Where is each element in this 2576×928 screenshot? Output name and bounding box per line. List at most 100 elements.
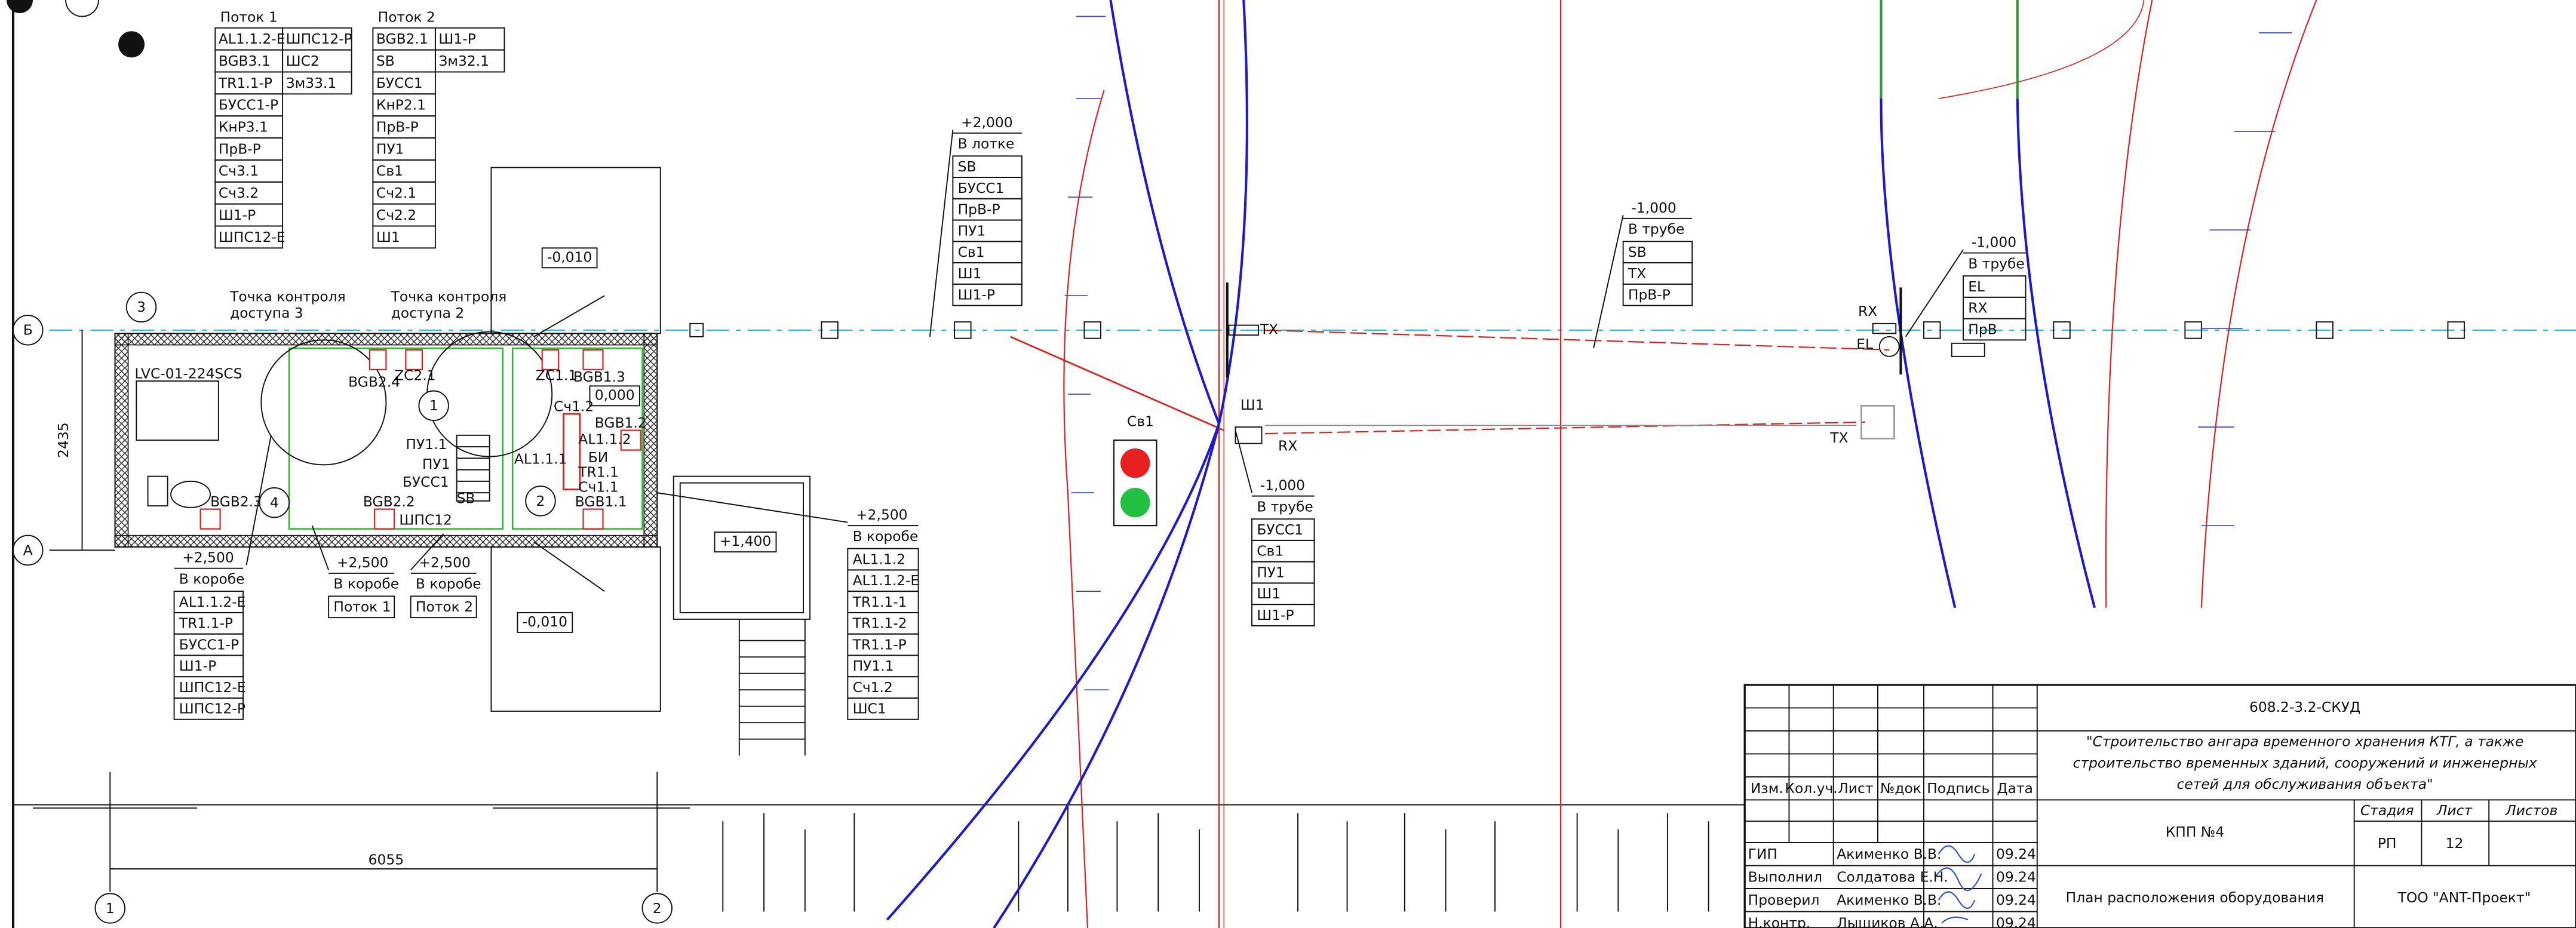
table-text: Ш1 [376, 229, 400, 245]
table-text: TR1.1-P [218, 75, 272, 91]
plan-label: ПУ1.1 [406, 436, 447, 453]
table-text: ШС2 [286, 53, 320, 69]
person: Акименко В.В. [1837, 892, 1941, 908]
person: Солдатова Е.Н. [1837, 869, 1948, 886]
level-label: -1,000 [1972, 234, 2016, 251]
person: Акименко В.В. [1837, 846, 1941, 862]
plan-label: BGB1.1 [575, 493, 627, 510]
table-text: AL1.1.2-E [219, 30, 285, 47]
marker-label: 4 [270, 494, 279, 511]
callout-item: БУСС1 [958, 180, 1005, 196]
level-label: +2,500 [337, 554, 388, 571]
callout-item: Сч1.2 [853, 679, 893, 696]
description: сетей для обслуживания объекта" [2177, 776, 2433, 792]
callout-note: В коробе [416, 576, 481, 592]
header: Подпись [1927, 780, 1989, 797]
callout-item: SB [1628, 244, 1647, 260]
callout-item: Ш1 [958, 265, 982, 282]
table-text: SB [376, 53, 395, 69]
wall [115, 536, 658, 547]
callout-note: В трубе [1968, 255, 2025, 272]
equipment-label: RX [1278, 438, 1297, 454]
callout-item: AL1.1.2-E [853, 572, 920, 589]
marker-label: 2 [536, 493, 545, 509]
stage-value: 12 [2446, 835, 2464, 852]
red-light [1120, 448, 1150, 478]
plan-label: BGB2.2 [363, 493, 415, 510]
header: Лист [1838, 780, 1873, 797]
role: Выполнил [1748, 869, 1822, 886]
callout-item: ПУ1 [1257, 564, 1285, 580]
callout-item: ПрВ-Р [958, 201, 1000, 218]
callout-item: TR1.1-2 [852, 615, 907, 632]
stage-header: Листов [2505, 802, 2557, 819]
wall [644, 333, 657, 547]
marker-dot [118, 31, 145, 57]
plan-label: ПУ1 [422, 456, 450, 472]
callout-item: ПрВ-Р [1628, 287, 1671, 303]
callout-item: Ш1-Р [958, 287, 995, 303]
stage-value: РП [2378, 835, 2397, 852]
callout-item: AL1.1.2-E [179, 594, 246, 610]
callout-item: TX [1628, 265, 1646, 282]
table-text: Зм32.1 [438, 53, 489, 69]
level-label: +2,500 [856, 506, 907, 523]
callout-note: В трубе [1628, 221, 1685, 238]
plan-label: Точка контроля [229, 288, 346, 305]
marker-label: 3 [137, 299, 146, 315]
company: ТОО "ANT-Проект" [2397, 889, 2531, 906]
header: №док [1880, 780, 1921, 797]
callout-item: AL1.1.2 [853, 551, 905, 567]
stream-title: Поток 2 [378, 9, 435, 26]
plan-label: BGB1.3 [573, 368, 625, 385]
plan-label: доступа 2 [391, 305, 465, 321]
callout-item: ПУ1.1 [853, 657, 894, 674]
table-text: ПУ1 [376, 140, 404, 157]
callout-item: Поток 1 [333, 598, 391, 615]
level-label: +2,500 [419, 554, 470, 571]
grid-label: 2 [653, 900, 662, 917]
plan-label: доступа 3 [230, 305, 303, 321]
callout-note: В трубе [1257, 498, 1313, 515]
table-text: ШПС12-Е [219, 229, 285, 245]
plan-label: BGB1.2 [595, 414, 647, 431]
callout-note: В коробе [179, 570, 245, 587]
plan-label: -0,010 [547, 248, 592, 265]
stage-header: Стадия [2360, 802, 2414, 819]
callout-item: Поток 2 [416, 598, 473, 615]
callout-item: Ш1-Р [1257, 607, 1294, 623]
table-text: Зм33.1 [286, 75, 337, 91]
plan-label: ZC2.1 [394, 367, 435, 383]
plan-label: ШПС12 [399, 511, 452, 528]
date: 09.24 [1996, 915, 2036, 928]
callout-item: ШПС12-Е [179, 679, 246, 696]
callout-item: TR1.1-1 [852, 594, 907, 610]
green-light [1120, 488, 1150, 518]
plan-label: -0,010 [523, 613, 567, 630]
callout-item: RX [1968, 300, 1987, 316]
callout-note: В коробе [853, 528, 919, 545]
wall [115, 333, 658, 345]
equipment-label: TX [1260, 321, 1278, 337]
description: "Строительство ангара временного хранени… [2086, 733, 2524, 750]
equipment-label: Ш1 [1241, 397, 1264, 413]
plan-label: БУСС1 [403, 474, 449, 490]
table-text: Св1 [376, 162, 403, 179]
table-text: БУСС1 [376, 75, 423, 91]
table-text: ПрВ-Р [376, 118, 419, 135]
table-text: Сч2.2 [376, 207, 416, 223]
grid-label: 1 [106, 900, 115, 917]
header: Изм. [1751, 780, 1783, 797]
plan-label: BGB2.4 [348, 373, 400, 390]
callout-item: SB [958, 158, 977, 175]
equipment-label: RX [1858, 303, 1877, 319]
plan-label: SB [457, 490, 475, 507]
callout-item: БУСС1 [1257, 521, 1303, 538]
callout-item: БУСС1-Р [179, 636, 239, 653]
object-name: КПП №4 [2166, 823, 2224, 840]
table-text: Сч3.1 [219, 162, 259, 179]
level-label: +2,500 [182, 549, 234, 566]
level-label: +2,000 [961, 114, 1012, 131]
plan-label: 0,000 [595, 386, 635, 403]
plan-label: Точка контроля [391, 288, 507, 305]
